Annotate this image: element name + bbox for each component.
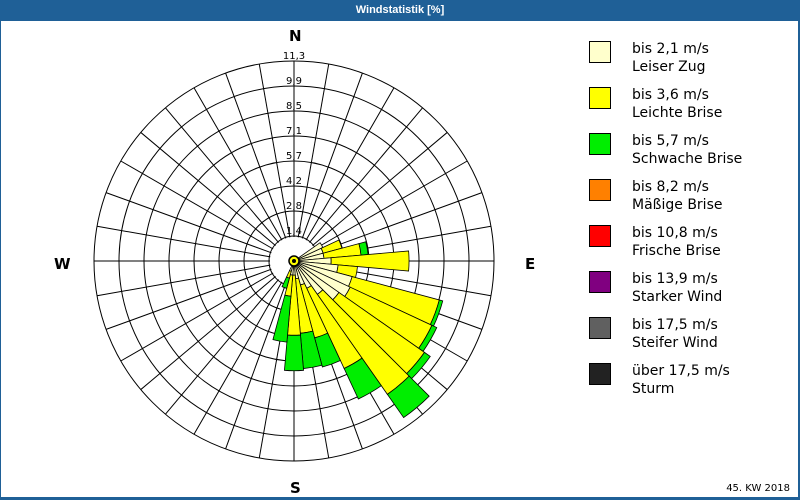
compass-south-label: S bbox=[290, 479, 301, 497]
wind-rose-segment bbox=[284, 334, 304, 372]
wind-rose-segment bbox=[343, 357, 382, 400]
legend-label: Steifer Wind bbox=[632, 335, 718, 351]
wind-rose-segment bbox=[281, 276, 290, 289]
legend-swatch bbox=[589, 317, 611, 339]
grid-spoke bbox=[193, 87, 283, 241]
radial-tick-label: 2,8 bbox=[286, 201, 302, 212]
grid-spoke bbox=[140, 276, 276, 390]
legend-swatch bbox=[589, 133, 611, 155]
legend: bis 2,1 m/s Leiser Zug bis 3,6 m/s Leichte… bbox=[589, 21, 789, 397]
legend-range: bis 10,8 m/s bbox=[632, 225, 718, 241]
legend-item: über 17,5 m/s Sturm bbox=[589, 343, 789, 397]
legend-range: bis 13,9 m/s bbox=[632, 271, 718, 287]
radial-tick-label: 8,5 bbox=[286, 101, 302, 112]
legend-range: über 17,5 m/s bbox=[632, 363, 730, 379]
grid-spoke bbox=[258, 63, 291, 238]
grid-spoke bbox=[96, 225, 271, 258]
grid-spoke bbox=[309, 107, 423, 243]
grid-spoke bbox=[225, 72, 287, 239]
legend-label: Sturm bbox=[632, 381, 675, 397]
legend-range: bis 5,7 m/s bbox=[632, 133, 709, 149]
grid-spoke bbox=[314, 160, 468, 250]
compass-west-label: W bbox=[54, 255, 71, 273]
radial-tick-label: 11,3 bbox=[283, 51, 305, 62]
compass-east-label: E bbox=[525, 255, 536, 273]
legend-item: bis 13,9 m/s Starker Wind bbox=[589, 251, 789, 305]
legend-range: bis 8,2 m/s bbox=[632, 179, 709, 195]
grid-ring bbox=[93, 60, 495, 462]
radial-tick-label: 7,1 bbox=[286, 126, 302, 137]
grid-spoke bbox=[193, 281, 283, 435]
grid-spoke bbox=[316, 192, 483, 254]
calendar-week-label: 45. KW 2018 bbox=[726, 483, 790, 494]
grid-spoke bbox=[165, 107, 279, 243]
legend-swatch bbox=[589, 41, 611, 63]
legend-range: bis 3,6 m/s bbox=[632, 87, 709, 103]
radial-tick-label: 5,7 bbox=[286, 151, 302, 162]
radial-tick-label: 9,9 bbox=[286, 76, 302, 87]
legend-range: bis 2,1 m/s bbox=[632, 41, 709, 57]
grid-spoke bbox=[312, 132, 448, 246]
center-dot bbox=[292, 259, 296, 263]
legend-label: Frische Brise bbox=[632, 243, 721, 259]
wind-rose-segment bbox=[314, 332, 341, 368]
legend-label: Mäßige Brise bbox=[632, 197, 723, 213]
radial-tick-label: 4,2 bbox=[286, 176, 302, 187]
grid-spoke bbox=[301, 72, 363, 239]
grid-ring bbox=[168, 135, 420, 387]
grid-spoke bbox=[120, 272, 274, 362]
legend-label: Leiser Zug bbox=[632, 59, 706, 75]
legend-swatch bbox=[589, 271, 611, 293]
radial-tick-label: 1,4 bbox=[286, 226, 302, 237]
grid-spoke bbox=[165, 279, 279, 415]
legend-item: bis 17,5 m/s Steifer Wind bbox=[589, 297, 789, 351]
wind-rose-segment bbox=[272, 294, 292, 343]
grid-spoke bbox=[105, 268, 272, 330]
grid-spoke bbox=[140, 132, 276, 246]
grid-spoke bbox=[120, 160, 274, 250]
grid-spoke bbox=[225, 283, 287, 450]
legend-label: Starker Wind bbox=[632, 289, 723, 305]
window-title: Windstatistik [%] bbox=[0, 0, 800, 20]
compass-north-label: N bbox=[289, 27, 302, 45]
grid-ring bbox=[143, 110, 445, 412]
legend-item: bis 10,8 m/s Frische Brise bbox=[589, 205, 789, 259]
legend-item: bis 3,6 m/s Leichte Brise bbox=[589, 67, 789, 121]
legend-swatch bbox=[589, 179, 611, 201]
legend-item: bis 5,7 m/s Schwache Brise bbox=[589, 113, 789, 167]
grid-spoke bbox=[96, 264, 271, 297]
grid-spoke bbox=[105, 192, 272, 254]
wind-rose-segment bbox=[386, 375, 430, 419]
wind-rose-segment bbox=[330, 250, 410, 272]
legend-swatch bbox=[589, 225, 611, 247]
legend-swatch bbox=[589, 87, 611, 109]
grid-spoke bbox=[297, 63, 330, 238]
legend-item: bis 2,1 m/s Leiser Zug bbox=[589, 21, 789, 75]
legend-label: Leichte Brise bbox=[632, 105, 723, 121]
grid-ring bbox=[118, 85, 470, 437]
legend-label: Schwache Brise bbox=[632, 151, 743, 167]
legend-swatch bbox=[589, 363, 611, 385]
legend-range: bis 17,5 m/s bbox=[632, 317, 718, 333]
grid-spoke bbox=[305, 87, 395, 241]
legend-item: bis 8,2 m/s Mäßige Brise bbox=[589, 159, 789, 213]
